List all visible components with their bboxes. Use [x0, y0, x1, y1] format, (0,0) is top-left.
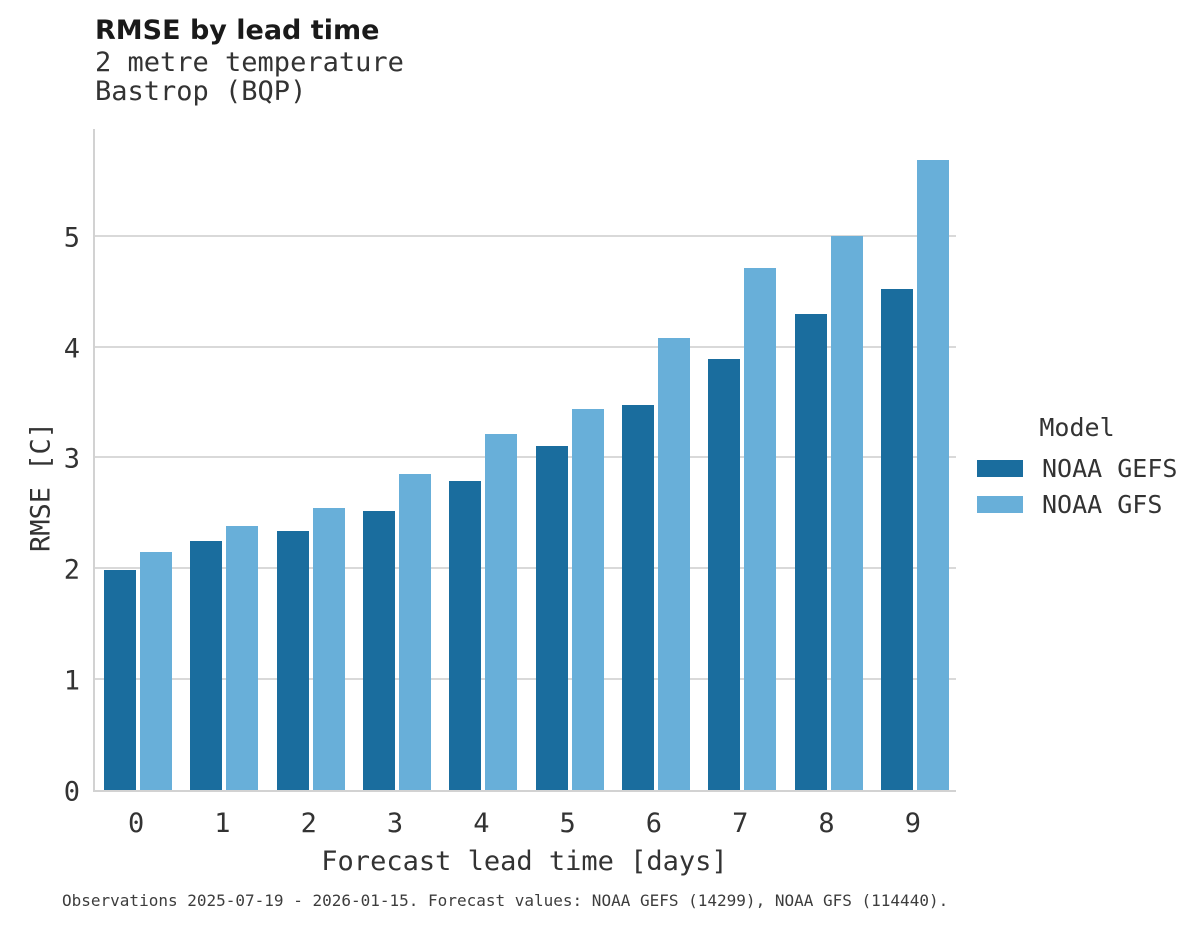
x-tick-label-0: 0: [128, 808, 145, 839]
gridline-y-4: [95, 345, 956, 348]
bar-noaa-gfs-lead-6: [657, 337, 690, 790]
x-tick-label-4: 4: [473, 808, 490, 839]
chart-caption: Observations 2025-07-19 - 2026-01-15. Fo…: [62, 891, 949, 910]
plot-area: [93, 129, 956, 792]
bar-noaa-gefs-lead-8: [794, 314, 827, 790]
bar-noaa-gfs-lead-2: [312, 508, 345, 790]
bar-noaa-gfs-lead-1: [226, 526, 259, 790]
x-tick-label-2: 2: [300, 808, 317, 839]
bar-noaa-gefs-lead-3: [363, 510, 396, 790]
legend-swatch-noaa-gefs: [977, 460, 1023, 477]
bar-noaa-gefs-lead-0: [104, 570, 137, 790]
y-tick-label-0: 0: [63, 776, 80, 808]
bar-noaa-gfs-lead-0: [140, 551, 173, 790]
y-tick-label-1: 1: [63, 665, 80, 697]
x-axis-title: Forecast lead time [days]: [321, 846, 728, 877]
legend: Model NOAA GEFS NOAA GFS: [977, 413, 1177, 528]
legend-swatch-noaa-gfs: [977, 496, 1023, 513]
bar-noaa-gfs-lead-4: [485, 434, 518, 790]
x-tick-label-9: 9: [904, 808, 921, 839]
y-axis-tick-labels: 0 1 2 3 4 5: [0, 129, 80, 807]
bar-noaa-gfs-lead-7: [744, 267, 777, 790]
x-tick-label-5: 5: [559, 808, 576, 839]
y-tick-label-2: 2: [63, 554, 80, 586]
legend-title: Model: [1039, 413, 1115, 442]
chart-header: RMSE by lead time 2 metre temperature Ba…: [95, 14, 404, 106]
x-tick-label-1: 1: [214, 808, 231, 839]
bar-noaa-gefs-lead-9: [880, 288, 913, 790]
legend-item-label: NOAA GEFS: [1042, 454, 1178, 483]
x-tick-label-3: 3: [386, 808, 404, 839]
legend-item-noaa-gfs: NOAA GFS: [977, 490, 1177, 519]
x-axis-tick-labels: 0 1 2 3 4 5 6 7 8 9: [93, 808, 956, 842]
legend-item-label: NOAA GFS: [1042, 490, 1163, 519]
y-tick-label-4: 4: [63, 333, 80, 365]
y-tick-label-5: 5: [63, 222, 80, 254]
x-tick-label-8: 8: [818, 808, 835, 839]
y-tick-label-3: 3: [63, 443, 80, 475]
bar-noaa-gefs-lead-6: [621, 405, 654, 790]
chart-subtitle-line2: Bastrop (BQP): [95, 76, 307, 107]
chart-title: RMSE by lead time: [95, 15, 380, 46]
bar-noaa-gefs-lead-2: [276, 530, 309, 790]
bar-noaa-gfs-lead-9: [916, 160, 949, 790]
x-tick-label-6: 6: [645, 808, 663, 839]
gridline-y-1: [95, 678, 956, 681]
gridline-y-5: [95, 234, 956, 237]
x-tick-label-7: 7: [732, 808, 749, 839]
chart-subtitle-line1: 2 metre temperature: [95, 47, 404, 78]
bar-noaa-gfs-lead-3: [399, 474, 432, 790]
bar-noaa-gefs-lead-7: [708, 358, 741, 790]
bar-noaa-gefs-lead-1: [190, 540, 223, 790]
bar-noaa-gefs-lead-5: [535, 446, 568, 790]
gridline-y-2: [95, 567, 956, 570]
bar-noaa-gfs-lead-5: [571, 408, 604, 790]
bar-noaa-gefs-lead-4: [449, 480, 482, 790]
gridline-y-3: [95, 456, 956, 459]
bar-noaa-gfs-lead-8: [830, 235, 863, 790]
legend-item-noaa-gefs: NOAA GEFS: [977, 454, 1178, 483]
